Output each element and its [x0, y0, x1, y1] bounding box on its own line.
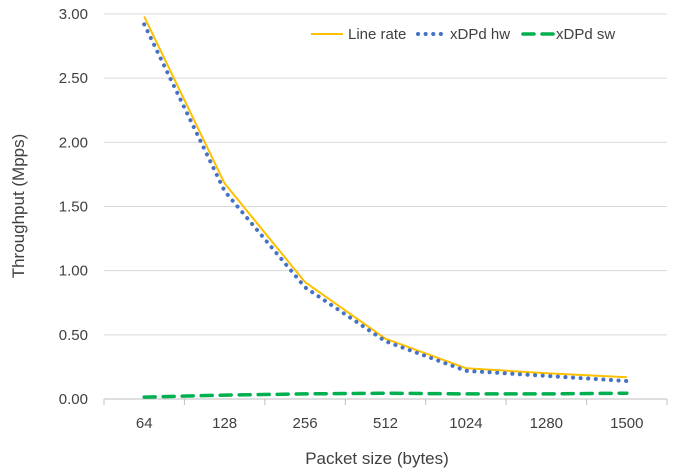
gridlines	[104, 13, 667, 336]
series-line-0	[143, 16, 627, 379]
y-axis-title: Throughput (Mpps)	[9, 134, 28, 279]
x-tick-label: 512	[373, 415, 398, 432]
y-tick-label: 0.00	[59, 391, 88, 408]
x-tick-label: 64	[136, 415, 153, 432]
y-tick-label: 1.00	[59, 263, 88, 280]
legend-label: xDPd sw	[556, 26, 615, 43]
y-tick-label: 0.50	[59, 327, 88, 344]
x-tick-labels: 64 128 256 512 1024 1280 1500	[136, 415, 644, 432]
y-tick-labels: 0.00 0.50 1.00 1.50 2.00 2.50 3.00	[59, 6, 88, 408]
x-tick-label: 1024	[449, 415, 482, 432]
x-tick-label: 256	[293, 415, 318, 432]
y-tick-label: 3.00	[59, 6, 88, 23]
x-tick-label: 1500	[610, 415, 643, 432]
axes	[103, 398, 668, 405]
y-tick-label: 1.50	[59, 199, 88, 216]
legend-label: xDPd hw	[450, 26, 510, 43]
legend: Line rate xDPd hw xDPd sw	[311, 26, 615, 43]
x-tick-label: 128	[212, 415, 237, 432]
x-axis-title: Packet size (bytes)	[305, 449, 449, 468]
legend-label: Line rate	[348, 26, 406, 43]
y-tick-label: 2.50	[59, 70, 88, 87]
series-line-2	[142, 391, 629, 399]
y-tick-label: 2.00	[59, 134, 88, 151]
x-tick-label: 1280	[530, 415, 563, 432]
series-lines	[142, 16, 629, 399]
